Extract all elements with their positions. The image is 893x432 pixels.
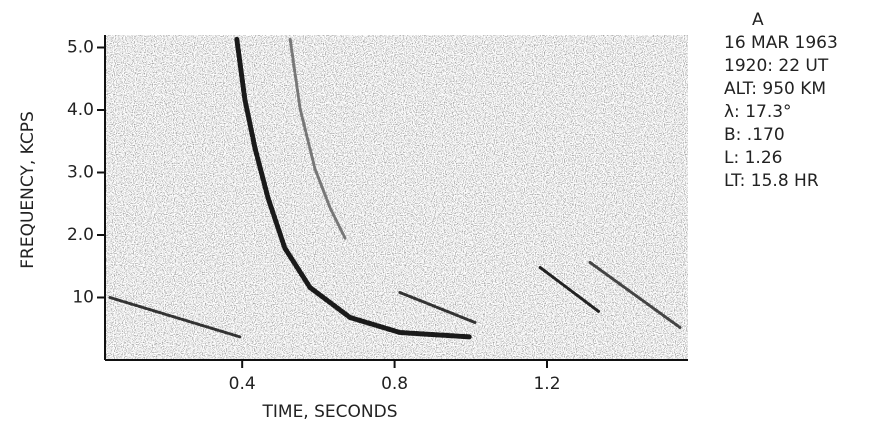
whistler-trace: [108, 296, 242, 339]
y-tick-label: 2.0: [67, 225, 94, 245]
annotation: LT: 15.8 HR: [724, 171, 819, 191]
annotation: 1920: 22 UT: [724, 56, 829, 76]
annotation-block: A 16 MAR 1963 1920: 22 UT ALT: 950 KM λ: 17.…: [724, 10, 838, 191]
y-axis-label: FREQUENCY, KCPS: [18, 111, 38, 269]
annotation: A: [752, 10, 764, 30]
y-tick-label: 5.0: [67, 38, 94, 58]
whistler-trace: [588, 261, 682, 329]
spectrogram-noise: [105, 35, 688, 360]
whistler-trace: [288, 37, 347, 240]
x-axis-label: TIME, SECONDS: [262, 402, 398, 422]
y-tick-label: 10: [72, 288, 94, 308]
y-tick-label: 4.0: [67, 100, 94, 120]
annotation: 16 MAR 1963: [724, 33, 838, 53]
x-tick-label: 0.4: [229, 374, 256, 394]
annotation: ALT: 950 KM: [724, 79, 826, 99]
whistler-trace: [398, 291, 477, 324]
annotation: B: .170: [724, 125, 785, 145]
y-tick-label: 3.0: [67, 163, 94, 183]
whistler-trace: [234, 36, 473, 340]
annotation: L: 1.26: [724, 148, 782, 168]
annotation: λ: 17.3°: [724, 102, 792, 122]
whistler-trace: [538, 266, 602, 314]
x-tick-label: 1.2: [533, 374, 560, 394]
x-tick-label: 0.8: [381, 374, 408, 394]
